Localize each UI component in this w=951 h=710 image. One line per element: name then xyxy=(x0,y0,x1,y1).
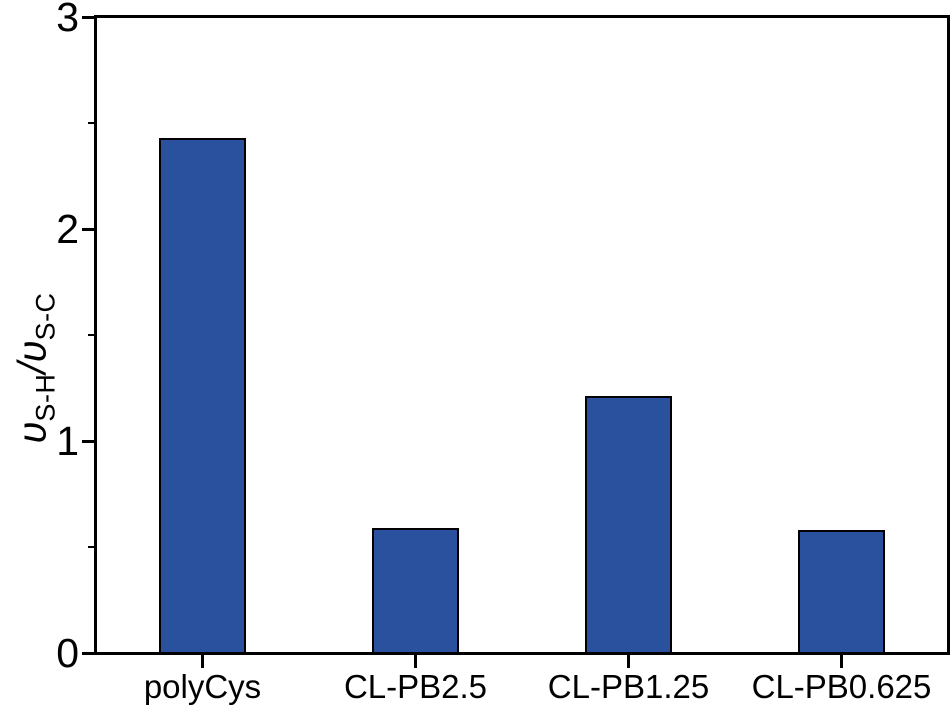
y-tick-label: 1 xyxy=(56,418,79,464)
x-axis-tick xyxy=(201,655,204,668)
y-axis-major-tick xyxy=(82,651,95,655)
y-axis-minor-tick xyxy=(88,122,95,124)
y-axis-title-symbol-2: υ xyxy=(10,340,55,363)
x-tick-label-CL-PB1.25: CL-PB1.25 xyxy=(547,668,710,705)
bar-polyCys xyxy=(159,137,246,654)
x-tick-label-polyCys: polyCys xyxy=(143,668,262,705)
y-axis-minor-tick xyxy=(88,546,95,548)
x-tick-label-CL-PB2.5: CL-PB2.5 xyxy=(343,668,488,705)
y-tick-label: 2 xyxy=(56,206,79,252)
y-tick-label: 0 xyxy=(56,630,79,676)
bar-CL-PB2.5 xyxy=(372,527,459,654)
y-axis-major-tick xyxy=(82,227,95,231)
y-axis-major-tick xyxy=(82,15,95,19)
y-axis-major-tick xyxy=(82,439,95,443)
x-axis-tick xyxy=(627,655,630,668)
y-axis-minor-tick xyxy=(88,334,95,336)
y-tick-label: 3 xyxy=(56,0,79,40)
y-axis-title-slash: / xyxy=(10,362,55,374)
x-tick-label-CL-PB0.625: CL-PB0.625 xyxy=(751,668,932,705)
bar-CL-PB0.625 xyxy=(798,530,885,654)
x-axis-tick xyxy=(414,655,417,668)
y-axis-title-subscript-1: S-H xyxy=(30,373,61,422)
y-axis-title-subscript-2: S-C xyxy=(30,292,61,341)
bar-CL-PB1.25 xyxy=(585,396,672,654)
x-axis-tick xyxy=(840,655,843,668)
